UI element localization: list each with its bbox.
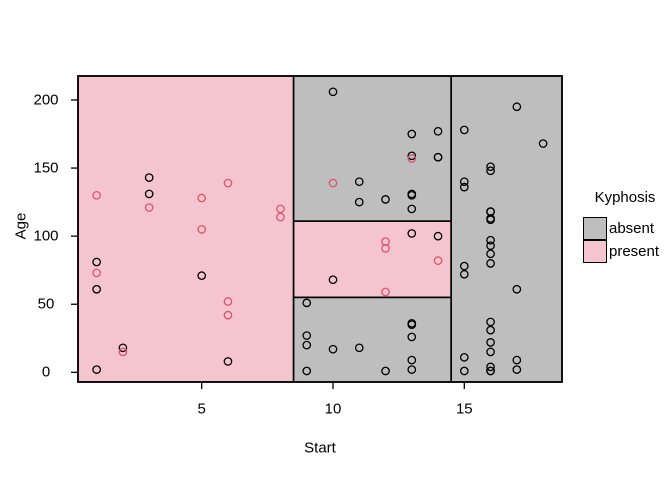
- data-point-absent: [407, 229, 417, 238]
- data-point-absent: [354, 197, 364, 207]
- data-point-absent: [407, 365, 417, 374]
- data-point-absent: [381, 195, 390, 204]
- data-point-present: [276, 204, 285, 214]
- data-point-present: [92, 268, 101, 278]
- data-point-absent: [512, 102, 522, 112]
- data-point-absent: [407, 332, 417, 342]
- partition-region-absent: [292, 296, 452, 383]
- data-point-present: [276, 212, 285, 222]
- legend-label-present: present: [609, 242, 660, 260]
- data-point-absent: [144, 189, 154, 199]
- data-point-absent: [118, 343, 128, 353]
- data-point-absent: [459, 353, 469, 362]
- data-point-present: [433, 256, 443, 266]
- data-point-absent: [486, 338, 495, 347]
- data-point-absent: [486, 259, 495, 268]
- data-point-absent: [433, 231, 443, 241]
- data-point-absent: [486, 207, 495, 216]
- data-point-absent: [486, 347, 495, 357]
- data-point-absent: [486, 366, 495, 376]
- data-point-absent: [459, 177, 469, 187]
- data-point-absent: [302, 331, 312, 340]
- data-point-present: [118, 347, 128, 357]
- data-point-absent: [407, 355, 417, 365]
- y-tick-label: 0: [41, 363, 51, 381]
- data-point-absent: [459, 269, 469, 279]
- data-point-present: [407, 154, 417, 163]
- data-point-absent: [92, 257, 101, 267]
- data-point-absent: [407, 318, 417, 328]
- data-point-absent: [459, 125, 469, 135]
- data-point-absent: [407, 151, 417, 161]
- data-point-absent: [486, 241, 495, 251]
- y-axis-label: Age: [12, 212, 30, 240]
- data-point-absent: [459, 366, 469, 376]
- data-point-absent: [92, 365, 101, 374]
- x-axis-label: Start: [304, 439, 336, 457]
- y-tick-label: 100: [33, 227, 59, 245]
- data-point-absent: [486, 166, 495, 176]
- data-point-absent: [486, 162, 495, 172]
- data-point-absent: [302, 298, 312, 308]
- legend-entry-present: present: [583, 240, 659, 263]
- data-point-absent: [459, 182, 469, 192]
- data-point-absent: [407, 129, 417, 139]
- data-point-absent: [92, 284, 101, 294]
- y-tick-label: 200: [33, 91, 59, 109]
- partition-region-present: [292, 220, 452, 299]
- data-point-present: [381, 244, 390, 253]
- data-point-present: [197, 193, 207, 203]
- data-point-absent: [328, 275, 338, 285]
- legend-title: Kyphosis: [594, 189, 656, 206]
- data-point-absent: [486, 249, 495, 259]
- data-point-present: [223, 178, 233, 188]
- data-point-absent: [433, 152, 443, 162]
- data-point-absent: [486, 235, 495, 245]
- data-point-absent: [407, 204, 417, 214]
- y-tick-label: 150: [33, 159, 59, 177]
- data-point-present: [92, 190, 101, 200]
- data-point-absent: [486, 317, 495, 327]
- data-point-absent: [459, 261, 469, 271]
- data-point-absent: [486, 215, 495, 225]
- data-point-absent: [486, 325, 495, 335]
- data-point-absent: [381, 366, 390, 376]
- partition-region-present: [77, 75, 295, 383]
- legend-label-absent: absent: [609, 219, 655, 237]
- partition-region-absent: [450, 75, 563, 383]
- data-point-absent: [302, 366, 312, 376]
- data-point-present: [381, 287, 390, 297]
- data-point-present: [197, 224, 207, 234]
- legend-swatch-absent: [583, 217, 607, 240]
- partition-region-absent: [292, 75, 452, 222]
- data-point-present: [328, 178, 338, 188]
- data-point-absent: [144, 173, 154, 182]
- x-tick-label: 15: [455, 400, 473, 418]
- data-point-absent: [223, 357, 233, 366]
- data-point-absent: [433, 126, 443, 136]
- x-tick-label: 10: [324, 400, 342, 418]
- data-point-absent: [486, 362, 495, 372]
- data-point-present: [223, 297, 233, 306]
- data-point-absent: [512, 355, 522, 365]
- data-point-absent: [302, 340, 312, 350]
- data-point-present: [223, 310, 233, 320]
- data-point-absent: [512, 284, 522, 294]
- data-point-absent: [328, 87, 338, 97]
- legend-entry-absent: absent: [583, 217, 654, 240]
- plot-border: [77, 75, 563, 383]
- data-point-absent: [328, 344, 338, 354]
- data-point-present: [144, 203, 154, 212]
- data-point-absent: [512, 365, 522, 374]
- data-point-absent: [197, 271, 207, 280]
- data-point-absent: [407, 189, 417, 199]
- data-point-absent: [354, 177, 364, 187]
- y-tick-label: 50: [37, 295, 55, 313]
- data-point-absent: [538, 139, 548, 148]
- x-tick-label: 5: [197, 400, 206, 418]
- legend-swatch-present: [583, 240, 607, 263]
- data-point-absent: [354, 343, 364, 353]
